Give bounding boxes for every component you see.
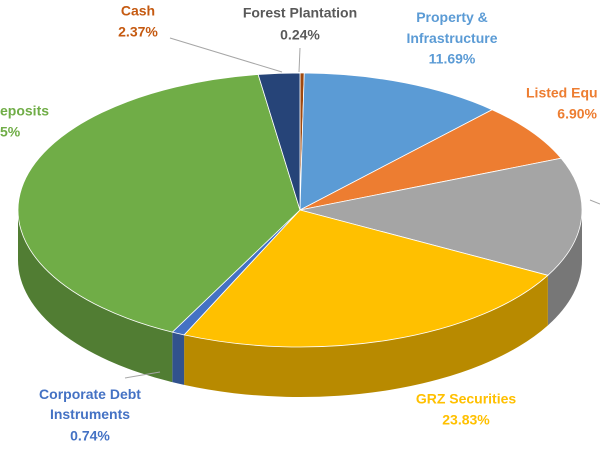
slice-side xyxy=(18,210,173,383)
slice-side xyxy=(184,275,548,397)
slice-label: Cash xyxy=(121,3,155,19)
slice-label: Property & Infrastructure xyxy=(406,9,497,46)
slice-label: Corporate Debt Instruments xyxy=(39,386,141,422)
slice-side xyxy=(172,332,185,385)
value-label: 0.74% xyxy=(70,428,110,444)
slice xyxy=(299,109,562,211)
label-line: Infrastructure xyxy=(406,30,497,46)
slice xyxy=(299,157,583,276)
label-line: Instruments xyxy=(50,406,130,422)
value-label: 2.37% xyxy=(118,24,158,40)
leader-line xyxy=(124,371,161,379)
value-label: 6.90% xyxy=(557,106,597,122)
slice-side xyxy=(547,210,582,326)
slice-label: GRZ Securities xyxy=(416,391,517,407)
annotation: 5% xyxy=(0,124,21,140)
label-line: Corporate Debt xyxy=(39,386,141,402)
value-label: 0.24% xyxy=(280,27,320,43)
slice xyxy=(299,72,494,211)
value-label: 23.83% xyxy=(442,412,490,428)
slice xyxy=(257,72,301,211)
pie-sides xyxy=(18,210,582,397)
slice-label: Forest Plantation xyxy=(243,5,357,21)
leader-line xyxy=(298,47,301,73)
slice-label: Listed Equ xyxy=(526,85,598,101)
label-line: Property & xyxy=(416,9,488,25)
value-label: 11.69% xyxy=(429,51,476,67)
annotation: eposits xyxy=(0,103,49,119)
slice xyxy=(183,209,549,348)
slice xyxy=(17,74,301,333)
leader-line xyxy=(589,199,600,205)
leader-line xyxy=(169,37,283,73)
pie-tops xyxy=(17,72,583,348)
